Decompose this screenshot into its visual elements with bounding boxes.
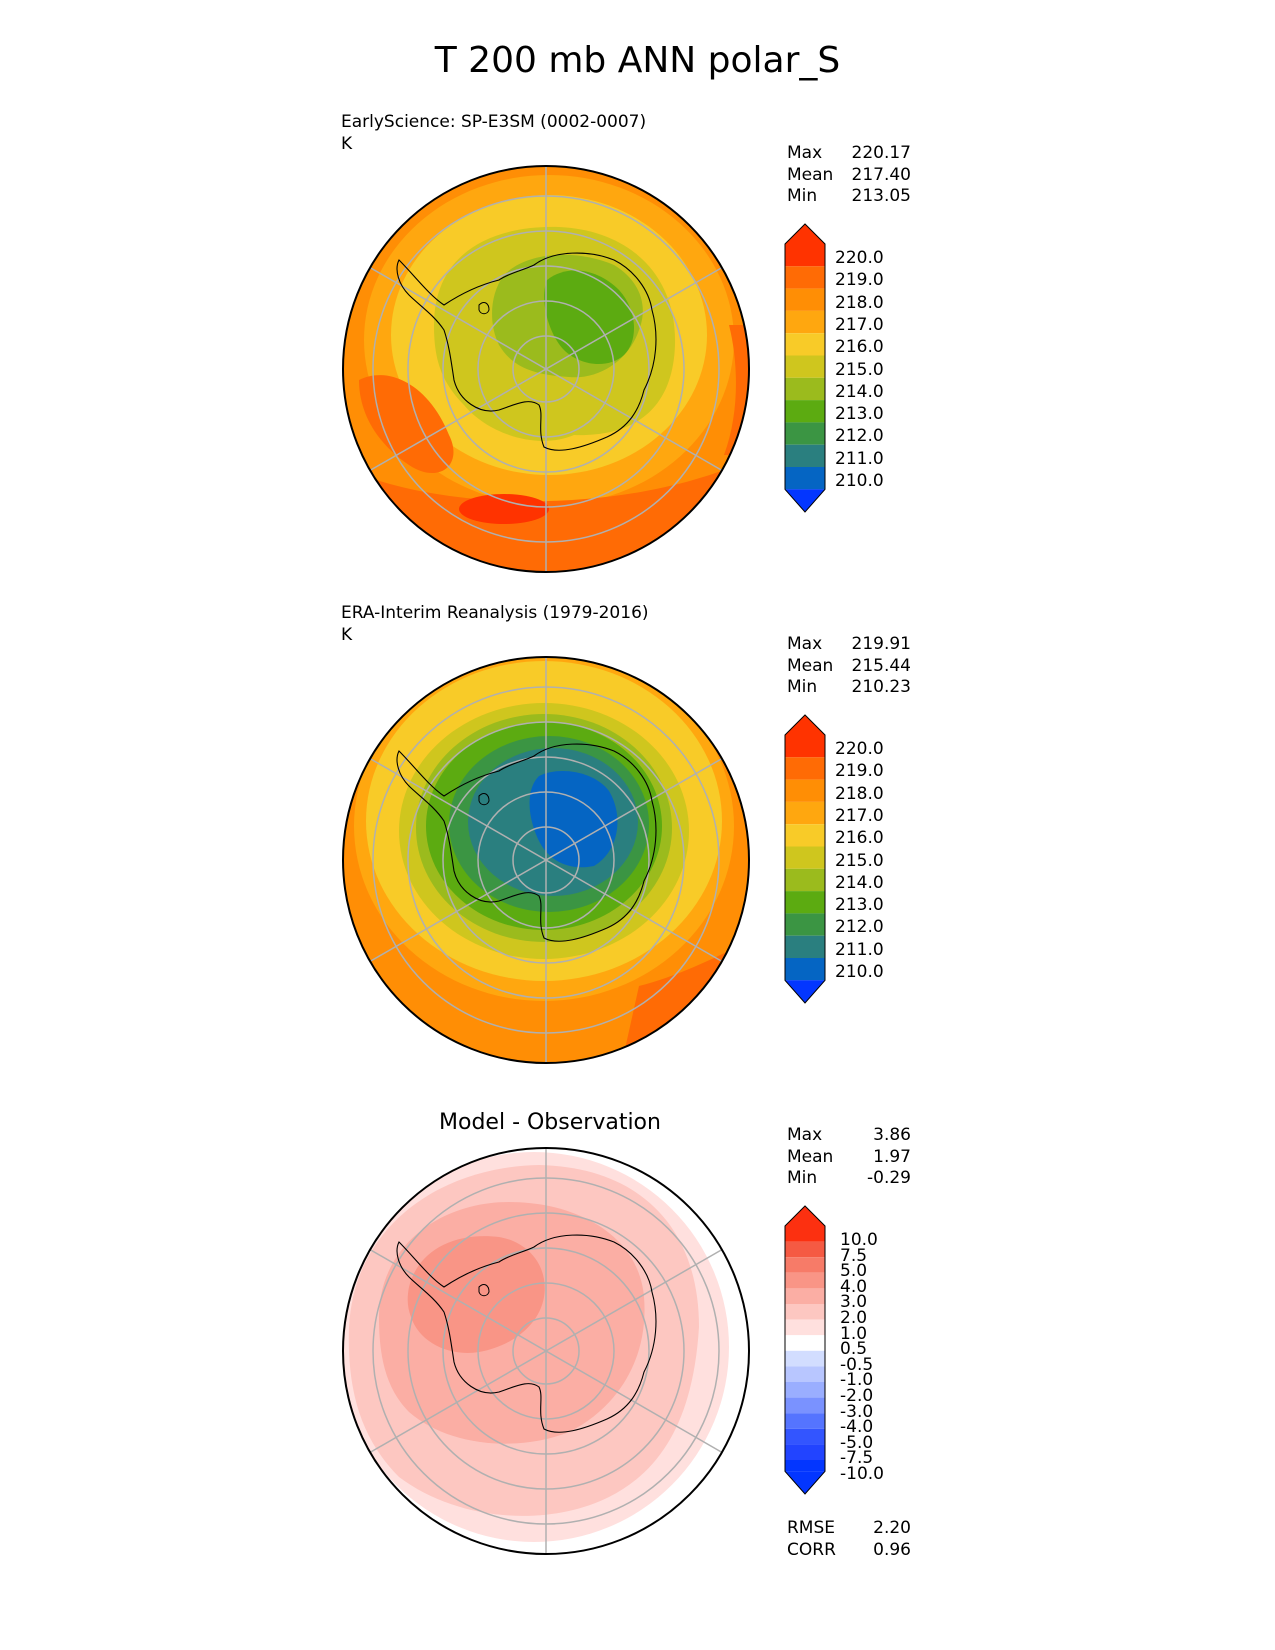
cb-tick: -1.0 <box>840 1370 874 1391</box>
cb-tick: 218.0 <box>835 783 884 804</box>
cb-tick: -0.5 <box>840 1354 874 1375</box>
cb-tick: 4.0 <box>840 1276 868 1297</box>
stat-max-value: 219.91 <box>851 634 911 654</box>
stat-mean-value: 217.40 <box>851 164 911 185</box>
cb-tick: 215.0 <box>835 850 884 871</box>
stat-max-label: Max <box>787 634 823 654</box>
cb-tick: 1.0 <box>840 1323 868 1344</box>
cb-tick: 212.0 <box>835 426 884 447</box>
cb-tick: 10.0 <box>840 1230 878 1250</box>
contour-max <box>459 494 549 524</box>
cb-tick: 213.0 <box>835 404 884 425</box>
cb-tick: 3.0 <box>840 1292 868 1313</box>
cb-tick: -7.5 <box>840 1448 874 1469</box>
stat-mean-label: Mean <box>787 164 834 185</box>
cb-tick: -2.0 <box>840 1386 874 1406</box>
stat-min-label: Min <box>787 677 818 697</box>
island-outline <box>478 1284 490 1297</box>
panel-diff-colorbar <box>784 1205 826 1495</box>
cb-tick: 217.0 <box>835 314 884 335</box>
antarctica-coastline <box>396 252 657 451</box>
cb-tick: -4.0 <box>840 1417 874 1438</box>
metric-rmse-value: 2.20 <box>873 1518 911 1538</box>
cb-tick: 2.0 <box>840 1308 868 1328</box>
cb-tick: 217.0 <box>835 805 884 826</box>
cb-extend-min <box>785 1471 825 1494</box>
panel-model-stats: Max 220.17 Mean 217.40 Min 213.05 <box>787 143 911 208</box>
cb-tick: 7.5 <box>840 1245 868 1266</box>
cb-extend-max <box>785 1206 825 1226</box>
graticule <box>368 166 724 572</box>
island-outline <box>478 302 490 315</box>
panel-diff-metrics: RMSE 2.20 CORR 0.96 <box>787 1518 911 1561</box>
cb-tick: 0.5 <box>840 1339 868 1360</box>
stat-min-label: Min <box>787 1168 818 1188</box>
graticule <box>368 1148 724 1554</box>
cb-tick: 220.0 <box>835 739 884 759</box>
panel-obs-label: ERA-Interim Reanalysis (1979-2016) <box>341 603 649 623</box>
panel-obs-stats: Max 219.91 Mean 215.44 Min 210.23 <box>787 634 911 699</box>
island-outline <box>478 793 490 806</box>
stat-min-value: 210.23 <box>851 677 911 697</box>
contour-3 <box>407 1236 545 1353</box>
antarctica-coastline <box>396 743 657 942</box>
cb-tick: 219.0 <box>835 761 884 782</box>
panel-model-label: EarlyScience: SP-E3SM (0002-0007) <box>341 112 647 132</box>
panel-obs-units: K <box>341 625 353 645</box>
cb-extend-min <box>785 489 825 512</box>
figure-title: T 200 mb ANN polar_S <box>434 40 841 81</box>
stat-max-label: Max <box>787 143 823 163</box>
antarctica-coastline <box>396 1234 657 1433</box>
cb-extend-max <box>785 715 825 735</box>
panel-diff-map <box>342 1147 750 1555</box>
panel-model-map <box>342 165 750 573</box>
stat-max-label: Max <box>787 1125 823 1145</box>
cb-tick: 219.0 <box>835 270 884 291</box>
cb-tick: 215.0 <box>835 359 884 380</box>
stat-min-value: 213.05 <box>851 186 911 206</box>
map-boundary <box>342 165 750 573</box>
cb-extend-min <box>785 980 825 1003</box>
metric-corr-label: CORR <box>787 1539 836 1560</box>
cb-tick: 214.0 <box>835 872 884 893</box>
panel-obs-map <box>342 656 750 1064</box>
stat-mean-label: Mean <box>787 1146 834 1167</box>
stat-max-value: 3.86 <box>873 1125 911 1145</box>
cb-tick: 216.0 <box>835 828 884 849</box>
stat-mean-value: 215.44 <box>851 655 911 676</box>
contour-220-west <box>359 375 454 474</box>
metric-corr-value: 0.96 <box>873 1539 911 1560</box>
panel-diff-title: Model - Observation <box>439 1110 661 1135</box>
panel-model-units: K <box>341 134 353 154</box>
cb-tick: -10.0 <box>840 1464 884 1484</box>
cb-tick: 213.0 <box>835 895 884 916</box>
cb-tick: -3.0 <box>840 1401 874 1422</box>
stat-max-value: 220.17 <box>851 143 911 163</box>
contour-211 <box>529 771 618 868</box>
panel-obs-colorbar <box>784 714 826 1004</box>
cb-tick: 211.0 <box>835 448 884 469</box>
panel-model-colorbar <box>784 223 826 513</box>
cb-tick: 214.0 <box>835 381 884 402</box>
cb-tick: 216.0 <box>835 337 884 358</box>
cb-tick: 212.0 <box>835 917 884 938</box>
stat-min-value: -0.29 <box>867 1168 911 1188</box>
graticule <box>368 657 724 1063</box>
metric-rmse-label: RMSE <box>787 1518 836 1538</box>
cb-tick: -5.0 <box>840 1432 874 1453</box>
cb-tick: 210.0 <box>835 471 884 491</box>
map-boundary <box>342 1147 750 1555</box>
cb-tick: 210.0 <box>835 962 884 982</box>
cb-extend-max <box>785 224 825 244</box>
cb-tick: 211.0 <box>835 939 884 960</box>
stat-mean-label: Mean <box>787 655 834 676</box>
contour-220-east <box>724 325 749 455</box>
panel-diff-stats: Max 3.86 Mean 1.97 Min -0.29 <box>787 1125 911 1190</box>
cb-tick: 218.0 <box>835 292 884 313</box>
cb-tick: 220.0 <box>835 248 884 268</box>
stat-min-label: Min <box>787 186 818 206</box>
stat-mean-value: 1.97 <box>873 1146 911 1167</box>
cb-tick: 5.0 <box>840 1261 868 1282</box>
map-boundary <box>342 656 750 1064</box>
